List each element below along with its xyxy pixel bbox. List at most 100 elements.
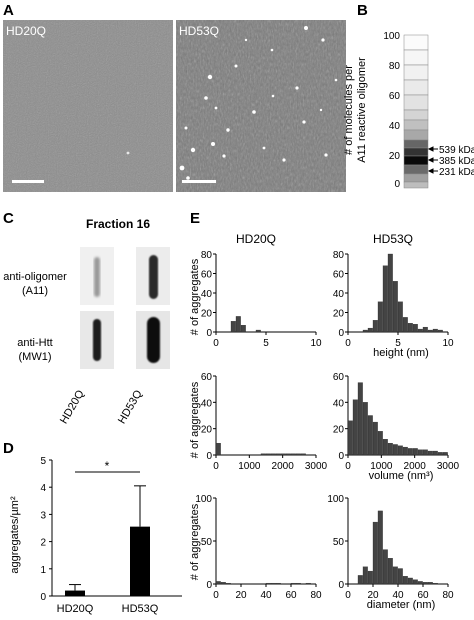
e-xtick-label: 5 — [395, 338, 401, 349]
e-ytick-label: 100 — [327, 494, 344, 505]
e-ylabel-row3: # of aggregates — [189, 503, 201, 580]
panel-e-label: E — [190, 210, 201, 227]
e-bar — [407, 448, 413, 456]
e-xtick-label: 0 — [213, 590, 219, 601]
e-histogram: 0 50 100 0 20 40 60 80 — [195, 494, 322, 601]
e-ytick-label: 0 — [338, 328, 344, 339]
panel-e-histograms: # of aggregates # of aggregates # of agg… — [189, 250, 460, 611]
e-bar — [300, 453, 306, 456]
e-bar — [347, 420, 353, 456]
d-bar — [65, 590, 85, 596]
e-ytick-label: 20 — [333, 425, 345, 436]
e-xtick-label: 10 — [442, 338, 454, 349]
e-ylabel-row1: # of aggregates — [189, 258, 201, 335]
e-bar — [367, 327, 373, 333]
e-bar — [275, 453, 281, 456]
e-bar — [295, 582, 301, 585]
e-ytick-label: 20 — [201, 425, 213, 436]
e-ytick-label: 80 — [201, 250, 213, 261]
e-bar — [372, 521, 378, 585]
e-ytick-label: 40 — [201, 289, 213, 300]
e-xtick-label: 20 — [367, 590, 379, 601]
e-ytick-label: 40 — [201, 398, 213, 409]
afm-image-hd20q — [3, 20, 173, 192]
tick-label: 60 — [389, 91, 401, 102]
e-bar — [422, 326, 428, 333]
e-bar — [382, 439, 388, 456]
d-bars — [65, 485, 150, 596]
e-bar — [280, 453, 286, 456]
panel-a-label: A — [3, 2, 14, 19]
e-bar — [270, 453, 276, 456]
e-bar — [367, 570, 373, 585]
e-xtick-label: 3000 — [437, 461, 460, 472]
e-bar — [215, 581, 221, 585]
row2-line1: anti-Htt — [17, 337, 53, 349]
e-xtick-label: 10 — [310, 338, 322, 349]
e-histogram: 0 20 40 60 0 1000 2000 3000 — [333, 372, 460, 472]
e-bar — [372, 320, 378, 333]
e-bar — [357, 575, 363, 585]
ylabel-line1: # of molecules per — [343, 65, 355, 155]
e-bar — [382, 549, 388, 585]
e-bar — [372, 421, 378, 456]
e-ytick-label: 60 — [333, 270, 345, 281]
e-bar — [432, 450, 438, 456]
e-bar — [407, 577, 413, 585]
panel-c-label: C — [3, 210, 14, 227]
e-bar — [357, 382, 363, 456]
d-ytick-label: 2 — [40, 538, 46, 549]
e-bar — [290, 453, 296, 456]
e-ytick-label: 100 — [195, 494, 212, 505]
panel-d-chart: aggregates/µm² 0 1 2 3 4 5 HD20Q HD53Q * — [9, 456, 182, 615]
e-ytick-label: 0 — [206, 580, 212, 591]
e-xlabel-volume: volume (nm³) — [369, 470, 434, 482]
blot-hd53q-a11 — [149, 255, 158, 299]
e-bar — [392, 566, 398, 585]
d-ytick-label: 4 — [40, 483, 46, 494]
e-bar — [417, 328, 423, 333]
e-bar — [367, 415, 373, 456]
blot-hd53q-mw1 — [147, 317, 160, 363]
tick-label: 100 — [383, 31, 400, 42]
e-xtick-label: 40 — [392, 590, 404, 601]
e-bar — [422, 582, 428, 585]
e-ytick-label: 60 — [201, 270, 213, 281]
d-ytick-label: 1 — [40, 565, 46, 576]
e-bar — [432, 582, 438, 585]
e-bar — [270, 582, 276, 585]
e-xtick-label: 0 — [345, 590, 351, 601]
e-bar — [412, 324, 418, 333]
e-ytick-label: 60 — [333, 372, 345, 383]
e-bar — [225, 582, 231, 585]
scale-bar — [182, 180, 216, 183]
e-ytick-label: 50 — [201, 537, 213, 548]
e-bar — [397, 301, 403, 333]
e-bar — [402, 446, 408, 456]
d-xtick-label: HD20Q — [57, 603, 94, 615]
e-bar — [295, 453, 301, 456]
blot-title: Fraction 16 — [86, 217, 151, 231]
e-bar — [387, 558, 393, 585]
afm-image-hd53q — [176, 20, 346, 192]
e-xtick-label: 0 — [345, 338, 351, 349]
e-xlabel-height: height (nm) — [373, 347, 429, 359]
e-bar — [220, 582, 226, 585]
e-xlabel-diameter: diameter (nm) — [367, 599, 435, 611]
tick-label: 40 — [389, 121, 401, 132]
d-bar — [130, 526, 150, 596]
row1-line1: anti-oligomer — [3, 271, 67, 283]
e-bar — [437, 329, 443, 333]
tick-label: 80 — [389, 61, 401, 72]
e-bar — [230, 321, 236, 333]
e-xtick-label: 2000 — [404, 461, 427, 472]
e-bar — [255, 329, 261, 333]
tick-label: 20 — [389, 151, 401, 162]
e-histogram: 0 20 40 60 80 0 5 10 — [333, 250, 454, 349]
e-bar — [382, 265, 388, 333]
e-ytick-label: 40 — [333, 289, 345, 300]
e-xtick-label: 40 — [260, 590, 272, 601]
e-bar — [427, 450, 433, 456]
e-bar — [285, 453, 291, 456]
e-histogram: 0 50 100 0 20 40 60 80 — [327, 494, 454, 601]
